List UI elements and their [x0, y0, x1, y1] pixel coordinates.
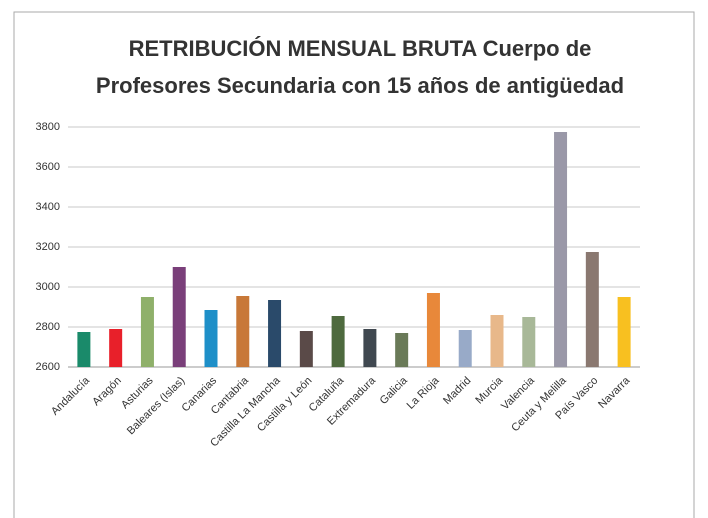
bar — [268, 300, 282, 367]
bar — [331, 316, 345, 367]
chart-frame — [13, 11, 695, 518]
bar — [554, 132, 568, 367]
chart-title: RETRIBUCIÓN MENSUAL BRUTA Cuerpo de — [129, 36, 592, 61]
y-tick-label: 3400 — [36, 201, 60, 213]
chart-title: Profesores Secundaria con 15 años de ant… — [96, 73, 624, 98]
y-tick-label: 3200 — [36, 241, 60, 253]
bar — [77, 332, 91, 367]
y-tick-label: 3800 — [36, 121, 60, 133]
bar — [490, 315, 504, 367]
y-tick-label: 3000 — [36, 281, 60, 293]
y-tick-label: 3600 — [36, 161, 60, 173]
y-tick-label: 2800 — [36, 321, 60, 333]
bar — [522, 317, 536, 367]
y-tick-label: 2600 — [36, 361, 60, 373]
bar — [204, 310, 218, 367]
bar — [172, 267, 186, 367]
bar — [395, 333, 409, 367]
bar — [426, 293, 440, 367]
bar — [617, 297, 631, 367]
bar — [585, 252, 599, 367]
bar — [299, 331, 313, 367]
bar — [236, 296, 250, 367]
bar — [363, 329, 377, 367]
bar — [140, 297, 154, 367]
bar — [458, 330, 472, 367]
bar — [109, 329, 123, 367]
